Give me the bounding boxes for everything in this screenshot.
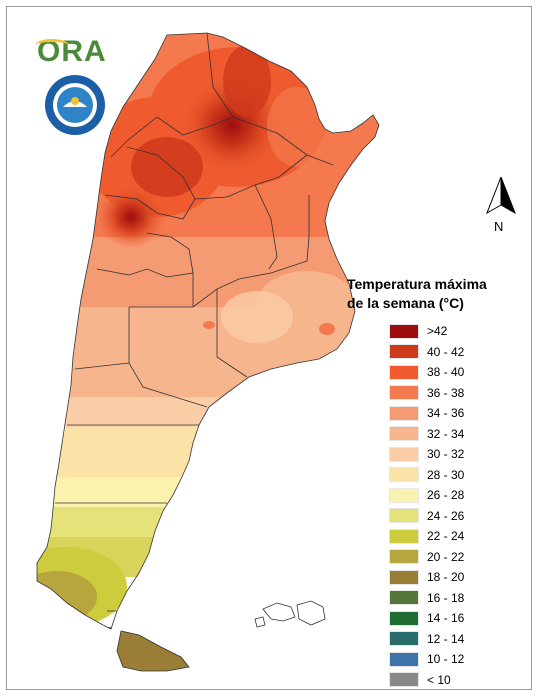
legend-label: 30 - 32 <box>427 447 465 462</box>
legend-item: < 10 <box>347 670 527 690</box>
legend-label: 38 - 40 <box>427 365 465 380</box>
malvinas-islands <box>254 600 326 628</box>
legend-item: 26 - 28 <box>347 485 527 506</box>
legend-title-line1: Temperatura máxima <box>347 276 487 292</box>
legend-swatch <box>389 528 419 544</box>
legend-label: 16 - 18 <box>427 590 465 605</box>
legend-item: 20 - 22 <box>347 547 527 568</box>
legend-item: 38 - 40 <box>347 362 527 383</box>
legend-label: 40 - 42 <box>427 344 465 359</box>
legend-swatch <box>389 426 419 442</box>
legend-item: 10 - 12 <box>347 649 527 670</box>
legend-swatch <box>389 364 419 380</box>
legend-label: 36 - 38 <box>427 385 465 400</box>
legend-swatch <box>389 467 419 483</box>
legend-swatch <box>389 651 419 667</box>
legend-swatch <box>389 323 419 339</box>
ora-logo: ORA <box>35 35 107 69</box>
legend-item: 34 - 36 <box>347 403 527 424</box>
legend-swatch <box>389 405 419 421</box>
legend-item: 40 - 42 <box>347 342 527 363</box>
province-borders <box>36 32 380 672</box>
legend-item: 16 - 18 <box>347 588 527 609</box>
temperature-map <box>36 32 380 672</box>
legend-label: 10 - 12 <box>427 652 465 667</box>
legend-swatch <box>389 569 419 585</box>
legend: Temperatura máxima de la semana (°C) >42… <box>347 275 527 690</box>
map-frame: ORA N Temperatura máxima de la semana (°… <box>6 6 532 690</box>
legend-label: 26 - 28 <box>427 488 465 503</box>
legend-item: 30 - 32 <box>347 444 527 465</box>
legend-label: < 10 <box>427 672 451 687</box>
legend-item: 24 - 26 <box>347 506 527 527</box>
north-arrow-icon <box>486 176 516 215</box>
legend-label: 34 - 36 <box>427 406 465 421</box>
legend-item: 36 - 38 <box>347 383 527 404</box>
legend-swatch <box>389 549 419 565</box>
legend-label: 24 - 26 <box>427 508 465 523</box>
legend-swatch <box>389 385 419 401</box>
legend-title-line2: de la semana (°C) <box>347 295 464 311</box>
legend-swatch <box>389 672 419 688</box>
legend-item: >42 <box>347 321 527 342</box>
legend-item: 12 - 14 <box>347 629 527 650</box>
legend-swatch <box>389 446 419 462</box>
legend-items: >42 40 - 42 38 - 40 36 - 38 34 - 36 32 - 34 30… <box>347 321 527 690</box>
legend-swatch <box>389 344 419 360</box>
legend-item: 18 - 20 <box>347 567 527 588</box>
legend-item: 28 - 30 <box>347 465 527 486</box>
logo-arc-icon <box>35 39 69 52</box>
legend-label: 14 - 16 <box>427 611 465 626</box>
legend-item: 14 - 16 <box>347 608 527 629</box>
legend-swatch <box>389 487 419 503</box>
legend-swatch <box>389 610 419 626</box>
legend-label: 32 - 34 <box>427 426 465 441</box>
legend-item: 22 - 24 <box>347 526 527 547</box>
legend-label: >42 <box>427 324 448 339</box>
legend-label: 12 - 14 <box>427 631 465 646</box>
legend-item: 32 - 34 <box>347 424 527 445</box>
legend-swatch <box>389 508 419 524</box>
smn-seal-icon <box>45 75 105 135</box>
legend-label: 20 - 22 <box>427 549 465 564</box>
legend-swatch <box>389 631 419 647</box>
legend-swatch <box>389 590 419 606</box>
north-label: N <box>494 219 504 234</box>
legend-title: Temperatura máxima de la semana (°C) <box>347 275 527 313</box>
legend-label: 28 - 30 <box>427 467 465 482</box>
legend-label: 22 - 24 <box>427 529 465 544</box>
legend-label: 18 - 20 <box>427 570 465 585</box>
